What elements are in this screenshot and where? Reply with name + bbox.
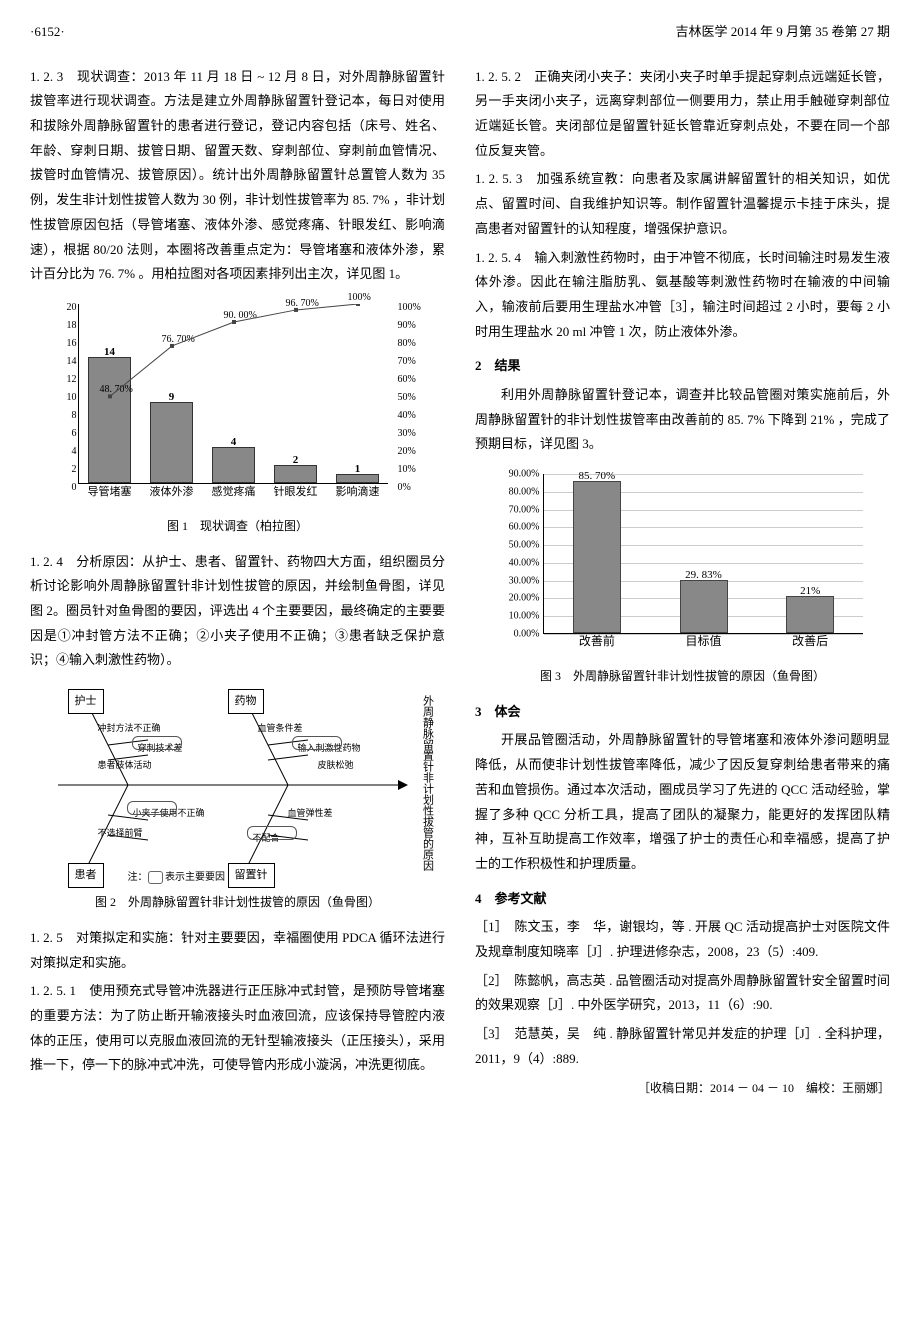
reference-1: ［1］ 陈文玉，李 华，谢银均，等 . 开展 QC 活动提高护士对医院文件及规章…: [475, 915, 890, 964]
section-3-body: 开展品管圈活动，外周静脉留置针的导管堵塞和液体外渗问题明显降低，从而使非计划性拔…: [475, 728, 890, 876]
fishbone-category: 药物: [228, 689, 264, 714]
pareto-chart: 024681012141618200%10%20%30%40%50%60%70%…: [48, 299, 428, 509]
figure-3: 0.00%10.00%20.00%30.00%40.00%50.00%60.00…: [475, 469, 890, 688]
received-date: ［收稿日期：2014 － 04 － 10 编校：王丽娜］: [475, 1077, 890, 1100]
left-column: 1. 2. 3 现状调查：2013 年 11 月 18 日 ~ 12 月 8 日…: [30, 65, 445, 1101]
two-column-layout: 1. 2. 3 现状调查：2013 年 11 月 18 日 ~ 12 月 8 日…: [30, 65, 890, 1101]
figure-3-caption: 图 3 外周静脉留置针非计划性拔管的原因（鱼骨图）: [475, 665, 890, 688]
fishbone-category: 留置针: [228, 863, 275, 888]
section-2-body: 利用外周静脉留置针登记本，调查并比较品管圈对策实施前后，外周静脉留置针的非计划性…: [475, 383, 890, 457]
figure-1-caption: 图 1 现状调查（柏拉图）: [30, 515, 445, 538]
para-1-2-5-2: 1. 2. 5. 2 正确夹闭小夹子：夹闭小夹子时单手提起穿刺点远端延长管，另一…: [475, 65, 890, 164]
pareto-bar: 4: [212, 447, 255, 483]
para-1-2-5-3: 1. 2. 5. 3 加强系统宣教：向患者及家属讲解留置针的相关知识，如优点、留…: [475, 167, 890, 241]
fishbone-diagram: 护士药物患者留置针冲封方法不正确穿刺技术差患者肢体活动血管条件差输入刺激性药物小…: [38, 685, 438, 885]
figure-2: 护士药物患者留置针冲封方法不正确穿刺技术差患者肢体活动血管条件差输入刺激性药物小…: [30, 685, 445, 914]
para-1-2-4: 1. 2. 4 分析原因：从护士、患者、留置针、药物四大方面，组织圈员分析讨论影…: [30, 550, 445, 673]
pareto-bar: 9: [150, 402, 193, 483]
fishbone-category: 护士: [68, 689, 104, 714]
pareto-bar: 14: [88, 357, 131, 483]
right-column: 1. 2. 5. 2 正确夹闭小夹子：夹闭小夹子时单手提起穿刺点远端延长管，另一…: [475, 65, 890, 1101]
para-1-2-5-1: 1. 2. 5. 1 使用预充式导管冲洗器进行正压脉冲式封管，是预防导管堵塞的重…: [30, 979, 445, 1078]
figure-2-caption: 图 2 外周静脉留置针非计划性拔管的原因（鱼骨图）: [30, 891, 445, 914]
result-bar: 21%: [786, 596, 834, 633]
para-1-2-5: 1. 2. 5 对策拟定和实施：针对主要要因，幸福圈使用 PDCA 循环法进行对…: [30, 926, 445, 975]
bar-chart-3: 0.00%10.00%20.00%30.00%40.00%50.00%60.00…: [493, 469, 873, 659]
para-1-2-5-4: 1. 2. 5. 4 输入刺激性药物时，由于冲管不彻底，长时间输注时易发生液体外…: [475, 246, 890, 345]
journal-info: 吉林医学 2014 年 9 月第 35 卷第 27 期: [675, 20, 890, 45]
page-number: ·6152·: [30, 20, 65, 45]
result-bar: 85. 70%: [573, 481, 621, 633]
pareto-bar: 2: [274, 465, 317, 483]
reference-2: ［2］ 陈懿帆，高志英 . 品管圈活动对提高外周静脉留置针安全留置时间的效果观察…: [475, 969, 890, 1018]
section-2-head: 2 结果: [475, 354, 890, 379]
page-header: ·6152· 吉林医学 2014 年 9 月第 35 卷第 27 期: [30, 20, 890, 45]
fishbone-category: 患者: [68, 863, 104, 888]
reference-3: ［3］ 范慧英，吴 纯 . 静脉留置针常见并发症的护理［J］. 全科护理，201…: [475, 1022, 890, 1071]
section-4-head: 4 参考文献: [475, 887, 890, 912]
figure-1: 024681012141618200%10%20%30%40%50%60%70%…: [30, 299, 445, 538]
para-1-2-3: 1. 2. 3 现状调查：2013 年 11 月 18 日 ~ 12 月 8 日…: [30, 65, 445, 287]
result-bar: 29. 83%: [680, 580, 728, 633]
section-3-head: 3 体会: [475, 700, 890, 725]
